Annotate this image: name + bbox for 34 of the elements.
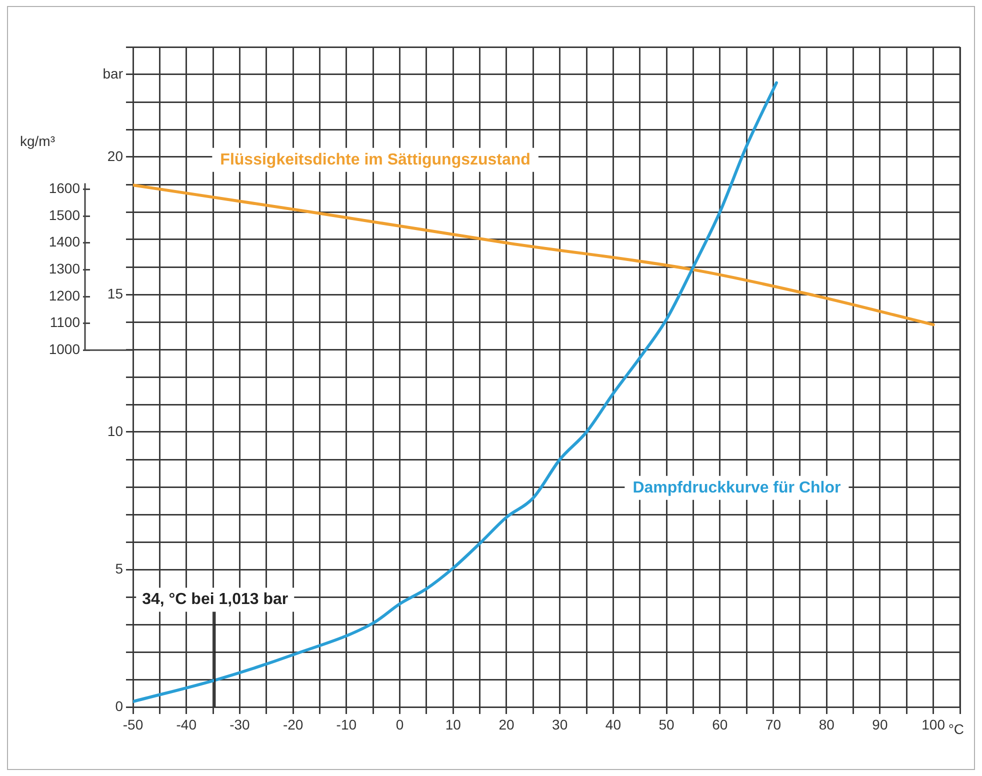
y-tick-label: bar bbox=[102, 65, 124, 82]
y2-tick-label: 1200 bbox=[48, 287, 80, 304]
y-tick-label: 20 bbox=[107, 148, 124, 164]
x-tick-label: 50 bbox=[658, 716, 675, 732]
annotation: 34, °C bei 1,013 bar bbox=[142, 591, 288, 608]
y2-tick-label: 1100 bbox=[50, 314, 80, 330]
x-tick-label: 60 bbox=[712, 716, 728, 732]
x-axis-title: °C bbox=[948, 720, 964, 737]
x-tick-label: -40 bbox=[176, 716, 197, 732]
x-tick-label: -50 bbox=[122, 716, 144, 732]
y2-tick-label: 1600 bbox=[48, 180, 80, 196]
y-tick-label: 0 bbox=[115, 698, 124, 714]
x-tick-label: 40 bbox=[605, 716, 622, 732]
y-tick-label: 10 bbox=[107, 422, 124, 439]
y2-axis-title: kg/m³ bbox=[20, 133, 56, 150]
y-tick-label: 15 bbox=[107, 285, 124, 302]
x-tick-label: 30 bbox=[552, 716, 568, 732]
y2-tick-label: 1300 bbox=[48, 260, 80, 277]
x-tick-label: -30 bbox=[230, 716, 250, 732]
x-tick-label: 10 bbox=[445, 716, 462, 732]
series-label: Flüssigkeitsdichte im Sättigungszustand bbox=[220, 151, 530, 168]
x-tick-label: 70 bbox=[765, 716, 782, 732]
x-tick-label: -20 bbox=[282, 716, 304, 732]
x-tick-label: 100 bbox=[922, 716, 946, 732]
y-tick-label: 5 bbox=[115, 560, 124, 576]
text: Dampfdruckkurve für Chlor bbox=[632, 479, 841, 496]
x-tick-label: 20 bbox=[498, 716, 514, 732]
y2-tick-label: 1000 bbox=[48, 341, 80, 358]
y2-tick-label: 1400 bbox=[48, 234, 80, 250]
x-tick-label: 80 bbox=[818, 716, 835, 732]
y2-tick-label: 1500 bbox=[48, 206, 80, 223]
x-tick-label: -10 bbox=[336, 716, 357, 732]
x-tick-label: 0 bbox=[396, 716, 404, 732]
x-tick-label: 90 bbox=[872, 716, 888, 732]
